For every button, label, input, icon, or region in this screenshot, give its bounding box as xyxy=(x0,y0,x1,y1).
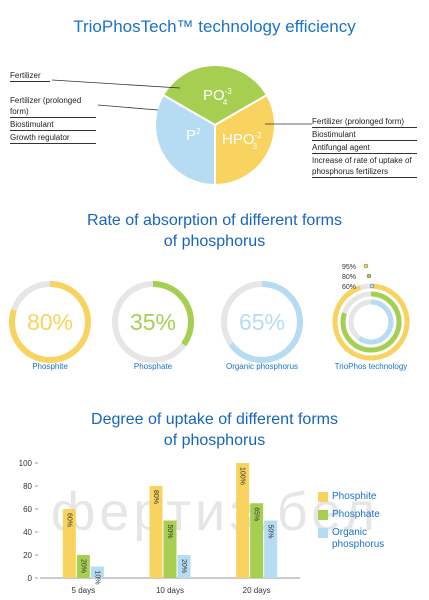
y-tick-label: 100 xyxy=(19,459,33,468)
section-title: Rate of absorption of different forms of… xyxy=(87,212,342,250)
bar-value: 20% xyxy=(79,559,86,573)
ring-arc xyxy=(221,281,303,363)
legend-label: Organic phosphorus xyxy=(332,527,385,550)
bar-value: 10% xyxy=(93,571,100,585)
bar-value: 20% xyxy=(180,559,187,573)
ring-dot xyxy=(369,283,375,289)
pie-note: Fertilizer (prolonged form) xyxy=(10,95,96,118)
ring-arc xyxy=(332,283,410,361)
watermark: фертиз.бел xyxy=(51,482,379,542)
page-title: TrioPhosTech™ technology efficiency xyxy=(73,17,356,36)
donut-label: TrioPhos technology xyxy=(334,362,408,371)
note-link xyxy=(97,104,159,111)
legend-label: Phosphate xyxy=(332,509,380,520)
ring-dot xyxy=(363,263,369,269)
pie-slice xyxy=(214,93,276,187)
bar xyxy=(177,555,191,578)
pie-note: Fertilizer xyxy=(10,70,50,82)
slice-label: HPO-2 3 xyxy=(222,131,262,151)
ring-arc xyxy=(340,291,402,353)
formula-base: HPO xyxy=(222,131,255,148)
x-tick-label: 20 days xyxy=(243,586,271,595)
bar xyxy=(250,503,264,578)
donut-value: 65% xyxy=(239,309,285,335)
pie-slice xyxy=(154,93,216,187)
x-tick-label: 10 days xyxy=(156,586,184,595)
y-tick-label: 60 xyxy=(23,505,32,514)
bar-value: 100% xyxy=(239,467,246,485)
legend-swatch xyxy=(318,528,328,538)
pie-note: Antifungal agent xyxy=(312,142,417,154)
bar-value: 50% xyxy=(267,525,274,539)
donut-value: 35% xyxy=(130,309,176,335)
formula-base: P xyxy=(186,127,196,144)
bar xyxy=(90,566,104,578)
bar xyxy=(62,509,76,578)
ring-dot xyxy=(366,273,372,279)
formula-base: PO xyxy=(203,87,225,104)
bar-value: 50% xyxy=(166,525,173,539)
bar xyxy=(149,486,163,578)
pie-note: Growth regulator xyxy=(10,132,96,144)
ring-value: 80% xyxy=(342,274,356,281)
donut-label: Phosphite xyxy=(32,362,68,371)
bar xyxy=(163,520,177,578)
bar xyxy=(76,555,90,578)
legend-swatch xyxy=(318,510,328,520)
section-title: Degree of uptake of different forms of p… xyxy=(91,411,338,449)
pie-note: Fertilizer (prolonged form) xyxy=(312,116,417,128)
ring-value: 95% xyxy=(342,264,356,271)
donut-label: Phosphate xyxy=(133,362,173,371)
bar-value: 80% xyxy=(152,490,159,504)
bar-value: 65% xyxy=(253,507,260,521)
pie-note: Increase of rate of uptake of phosphorus… xyxy=(312,155,417,178)
bar xyxy=(236,463,250,578)
donut-label: Organic phosphorus xyxy=(225,362,299,371)
legend-label: Phosphite xyxy=(332,491,377,502)
legend-swatch xyxy=(318,492,328,502)
x-tick-label: 5 days xyxy=(72,586,96,595)
bar-value: 60% xyxy=(65,513,72,527)
y-tick-label: 40 xyxy=(23,528,32,537)
ring-value: 60% xyxy=(342,284,356,291)
slice-label: P2 xyxy=(186,127,201,144)
donut-value: 80% xyxy=(27,309,73,335)
pie-note: Biostimulant xyxy=(10,119,96,131)
y-tick-label: 20 xyxy=(23,551,32,560)
formula-sub: 3 xyxy=(253,142,258,151)
slice-label: PO-3 4 xyxy=(203,87,232,107)
ring-arc xyxy=(9,281,91,363)
bar xyxy=(264,520,278,578)
note-link xyxy=(51,79,181,89)
formula-sup: -2 xyxy=(255,131,263,140)
y-tick-label: 0 xyxy=(28,574,33,583)
formula-sup: 2 xyxy=(196,127,201,136)
ring-arc xyxy=(348,299,394,345)
ring-arc xyxy=(112,281,194,363)
formula-sub: 4 xyxy=(223,98,228,107)
pie-note: Biostimulant xyxy=(312,129,417,141)
y-tick-label: 80 xyxy=(23,482,32,491)
formula-sup: -3 xyxy=(225,87,233,96)
